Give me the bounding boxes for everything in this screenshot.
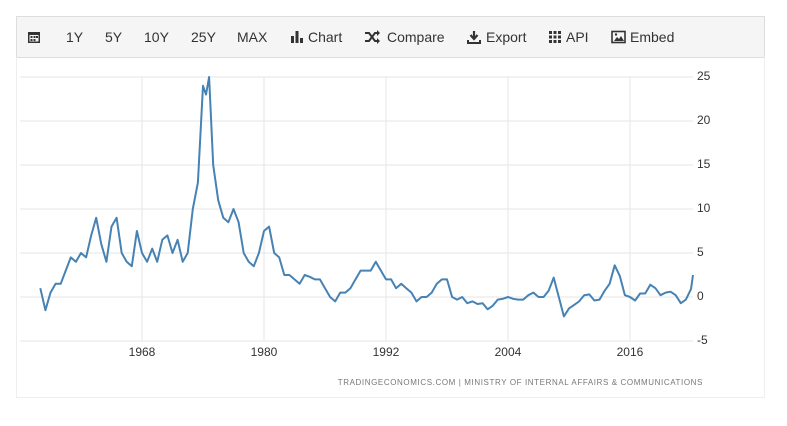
y-tick-label: 10 bbox=[697, 201, 711, 215]
range-button[interactable]: 5Y bbox=[105, 29, 123, 45]
toolbar: 1Y 5Y 10Y 25Y MAX Chart Compare Export A… bbox=[16, 16, 765, 58]
y-tick-label: 5 bbox=[697, 245, 704, 259]
range-button[interactable]: 1Y bbox=[66, 29, 84, 45]
compare-icon bbox=[365, 30, 380, 44]
x-tick-label: 1968 bbox=[129, 345, 156, 359]
embed-icon bbox=[611, 30, 626, 44]
chart-button[interactable]: Chart bbox=[308, 29, 343, 45]
export-icon bbox=[467, 31, 481, 44]
chart-panel bbox=[16, 57, 765, 398]
api-icon bbox=[549, 31, 561, 43]
data-line bbox=[39, 76, 694, 318]
x-tick-label: 1992 bbox=[373, 345, 400, 359]
source-note: TRADINGECONOMICS.COM | MINISTRY OF INTER… bbox=[338, 378, 703, 387]
api-button[interactable]: API bbox=[566, 29, 589, 45]
x-tick-label: 2004 bbox=[495, 345, 522, 359]
y-tick-label: 20 bbox=[697, 113, 711, 127]
export-button[interactable]: Export bbox=[486, 29, 527, 45]
y-tick-label: 15 bbox=[697, 157, 711, 171]
x-tick-label: 2016 bbox=[617, 345, 644, 359]
y-tick-label: 25 bbox=[697, 69, 711, 83]
y-tick-label: 0 bbox=[697, 289, 704, 303]
x-tick-label: 1980 bbox=[251, 345, 278, 359]
compare-button[interactable]: Compare bbox=[387, 29, 445, 45]
calendar-icon[interactable] bbox=[27, 30, 41, 44]
chart-icon bbox=[291, 31, 303, 43]
range-button[interactable]: 25Y bbox=[191, 29, 216, 45]
range-button[interactable]: MAX bbox=[237, 29, 268, 45]
embed-button[interactable]: Embed bbox=[630, 29, 675, 45]
range-button[interactable]: 10Y bbox=[144, 29, 169, 45]
y-tick-label: -5 bbox=[697, 333, 708, 347]
